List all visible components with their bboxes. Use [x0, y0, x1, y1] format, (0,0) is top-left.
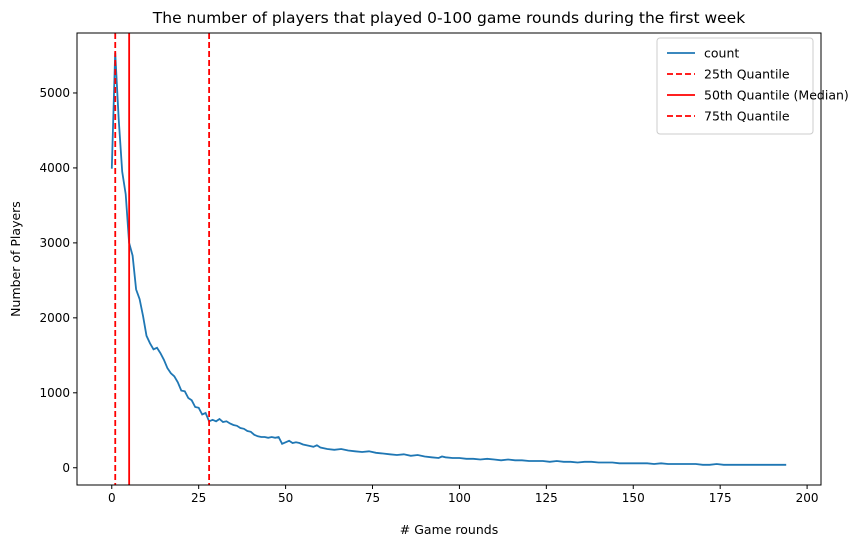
- y-tick-label-2: 2000: [39, 311, 70, 325]
- x-axis-label: # Game rounds: [400, 522, 498, 537]
- x-tick-label-3: 75: [365, 491, 380, 505]
- y-axis-label: Number of Players: [8, 201, 23, 317]
- x-tick-label-4: 100: [448, 491, 471, 505]
- x-tick-label-7: 175: [709, 491, 732, 505]
- x-axis: 0 25 50 75 100 125 150 175 200: [108, 485, 819, 505]
- x-tick-label-2: 50: [278, 491, 293, 505]
- x-tick-label-8: 200: [796, 491, 819, 505]
- y-tick-label-0: 0: [62, 461, 70, 475]
- legend-label-0: count: [704, 46, 739, 61]
- chart-title: The number of players that played 0-100 …: [152, 9, 745, 27]
- y-tick-label-4: 4000: [39, 161, 70, 175]
- x-tick-label-5: 125: [535, 491, 558, 505]
- legend-box: [656, 37, 814, 135]
- plot-frame: [76, 32, 822, 486]
- y-tick-label-5: 5000: [39, 86, 70, 100]
- x-tick-label-1: 25: [191, 491, 206, 505]
- legend-label-3: 75th Quantile: [704, 109, 790, 124]
- y-tick-label-3: 3000: [39, 236, 70, 250]
- x-tick-label-0: 0: [108, 491, 116, 505]
- x-tick-label-6: 150: [622, 491, 645, 505]
- y-tick-label-1: 1000: [39, 386, 70, 400]
- y-axis: 0 1000 2000 3000 4000 5000: [39, 86, 77, 475]
- series-line-0: [110, 52, 787, 466]
- plot-lines: [110, 33, 787, 485]
- legend-label-1: 25th Quantile: [704, 67, 790, 82]
- legend-label-2: 50th Quantile (Median): [704, 88, 849, 103]
- legend: count 25th Quantile 50th Quantile (Median)…: [656, 37, 849, 135]
